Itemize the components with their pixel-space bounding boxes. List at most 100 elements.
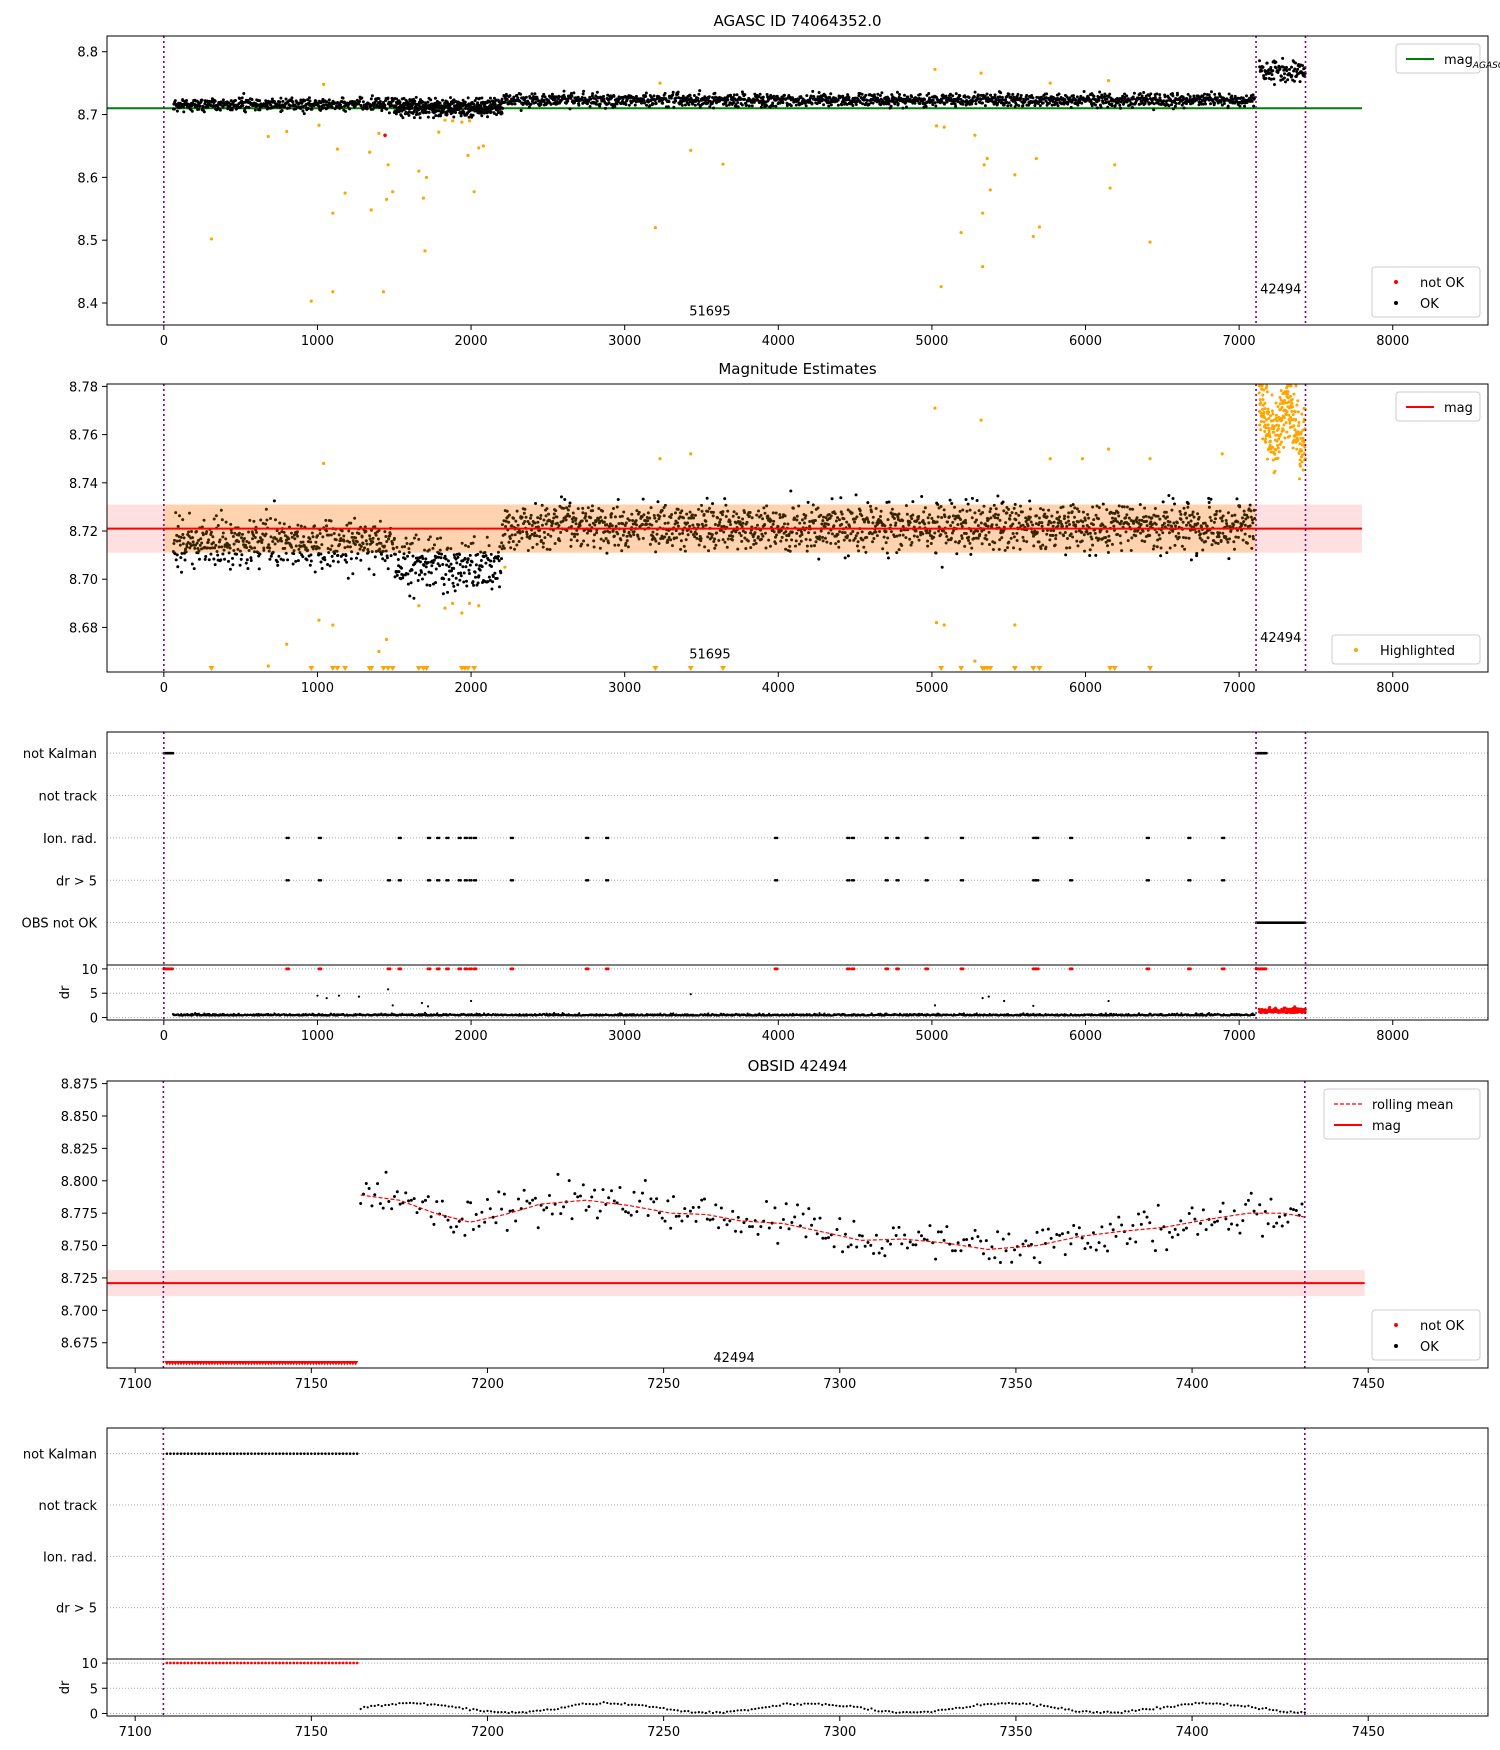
data-point	[320, 566, 324, 570]
data-point	[395, 573, 399, 577]
data-point	[972, 95, 976, 99]
data-point	[445, 112, 449, 116]
data-point	[1155, 92, 1159, 96]
data-point	[607, 101, 611, 105]
data-point	[969, 552, 973, 556]
data-point	[1145, 98, 1149, 102]
data-point	[1283, 72, 1287, 76]
data-point	[594, 102, 598, 106]
data-point	[1298, 80, 1302, 84]
data-point	[439, 556, 443, 560]
data-point	[1260, 69, 1264, 73]
data-point	[494, 113, 498, 117]
data-point	[568, 107, 572, 111]
data-point	[692, 93, 696, 97]
data-point	[1063, 98, 1067, 102]
data-point	[1093, 103, 1097, 107]
data-point	[559, 495, 563, 499]
data-point	[1203, 92, 1207, 96]
data-point	[723, 497, 727, 501]
data-point	[812, 94, 816, 98]
data-point	[338, 103, 342, 107]
data-point	[951, 94, 955, 98]
data-point	[845, 102, 849, 106]
data-point	[400, 566, 404, 570]
data-point	[1031, 96, 1035, 100]
data-point	[598, 104, 602, 108]
data-point	[1272, 77, 1276, 81]
data-point	[1252, 104, 1256, 108]
highlighted-point	[417, 169, 421, 173]
data-point	[434, 567, 438, 571]
data-point	[1149, 92, 1153, 96]
data-point	[818, 101, 822, 105]
data-point	[490, 587, 494, 591]
data-point	[644, 103, 648, 107]
data-point	[497, 585, 501, 589]
data-point	[421, 557, 425, 561]
data-point	[973, 90, 977, 94]
data-point	[197, 557, 201, 561]
highlighted-point	[1013, 173, 1017, 177]
data-point	[192, 567, 196, 571]
highlighted-point	[481, 144, 485, 148]
data-point	[415, 110, 419, 114]
data-point	[250, 97, 254, 101]
data-point	[386, 96, 390, 100]
data-point	[495, 576, 499, 580]
data-point	[492, 111, 496, 115]
highlighted-point	[985, 156, 989, 161]
data-point	[181, 105, 185, 109]
data-point	[591, 92, 595, 96]
data-point	[244, 561, 248, 565]
data-point	[830, 497, 834, 501]
data-point	[589, 97, 593, 101]
data-point	[197, 107, 201, 111]
data-point	[484, 561, 488, 565]
data-point	[1108, 92, 1112, 96]
data-point	[480, 565, 484, 569]
data-point	[652, 94, 656, 98]
data-point	[448, 96, 452, 100]
data-point	[399, 114, 403, 118]
data-point	[1118, 103, 1122, 107]
data-point	[862, 98, 866, 102]
data-point	[346, 576, 350, 580]
data-point	[623, 95, 627, 99]
data-point	[459, 571, 463, 575]
data-point	[454, 576, 458, 580]
data-point	[761, 98, 765, 102]
data-point	[176, 565, 180, 569]
data-point	[1284, 80, 1288, 84]
data-point	[983, 104, 987, 108]
highlighted-point	[1034, 156, 1038, 161]
data-point	[1057, 92, 1061, 96]
data-point	[414, 113, 418, 117]
data-point	[616, 497, 620, 501]
data-point	[854, 493, 858, 497]
data-point	[1094, 553, 1098, 557]
data-point	[851, 103, 855, 107]
data-point	[463, 556, 467, 560]
data-point	[872, 93, 876, 97]
highlighted-point	[386, 163, 390, 167]
data-point	[1000, 95, 1004, 99]
data-point	[817, 91, 821, 95]
data-point	[634, 94, 638, 98]
data-point	[1130, 106, 1134, 110]
data-point	[492, 559, 496, 563]
data-point	[1075, 95, 1079, 99]
data-point	[896, 102, 900, 106]
data-point	[459, 574, 463, 578]
data-point	[278, 100, 282, 104]
highlighted-point	[467, 119, 472, 123]
highlighted-point	[331, 211, 335, 215]
data-point	[480, 96, 484, 100]
data-point	[307, 96, 311, 100]
data-point	[243, 110, 247, 114]
data-point	[341, 553, 345, 557]
data-point	[406, 104, 410, 108]
data-point	[867, 103, 871, 107]
data-point	[305, 558, 309, 562]
